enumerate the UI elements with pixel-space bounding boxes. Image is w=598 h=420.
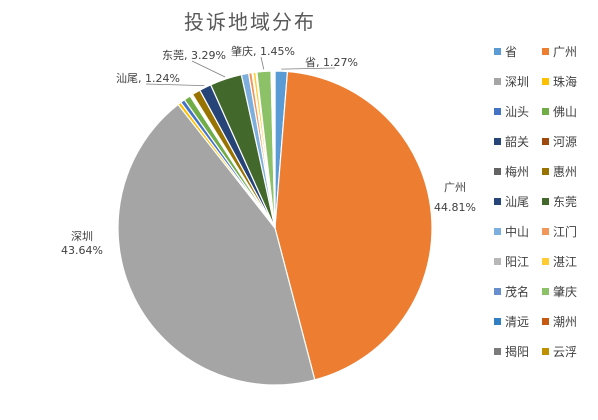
legend-label: 阳江: [505, 254, 530, 269]
legend-item-slice-12: 东莞: [542, 193, 590, 210]
legend-label: 清远: [505, 314, 530, 329]
legend-swatch: [542, 77, 549, 85]
legend-swatch: [494, 107, 501, 115]
legend-label: 湛江: [553, 254, 578, 269]
legend-label: 韶关: [505, 134, 530, 149]
legend-item-slice-8: 河源: [542, 133, 590, 150]
legend-row: 茂名 肇庆: [494, 276, 598, 306]
legend-swatch: [542, 47, 549, 55]
legend-item-slice-5: 汕头: [494, 103, 542, 120]
legend-swatch: [542, 107, 549, 115]
legend-item-slice-9: 梅州: [494, 163, 542, 180]
legend-label: 佛山: [553, 104, 578, 119]
legend-item-slice-10: 惠州: [542, 163, 590, 180]
legend-label: 梅州: [505, 164, 530, 179]
legend-swatch: [542, 317, 549, 325]
data-label-pct-slice-3: 43.64%: [61, 244, 103, 257]
legend-item-slice-7: 韶关: [494, 133, 542, 150]
legend-swatch: [542, 227, 549, 235]
legend: 省 广州 深圳 珠海 汕头 佛山 韶关 河源 梅州 惠州 汕尾 东莞 中山 江门 阳江 湛江 茂名 肇庆 清远 潮州揭…: [494, 36, 598, 366]
legend-label: 深圳: [505, 74, 530, 89]
legend-label: 河源: [553, 134, 578, 149]
legend-row: 揭阳 云浮: [494, 336, 598, 366]
legend-item-slice-6: 佛山: [542, 103, 590, 120]
legend-swatch: [542, 287, 549, 295]
legend-item-slice-18: 肇庆: [542, 283, 590, 300]
legend-label: 珠海: [553, 74, 578, 89]
legend-item-slice-20: 潮州: [542, 313, 590, 330]
legend-row: 阳江 湛江: [494, 246, 598, 276]
legend-item-slice-21: 揭阳: [494, 343, 542, 360]
legend-swatch: [542, 137, 549, 145]
legend-label: 汕尾: [505, 194, 530, 209]
legend-swatch: [542, 347, 549, 355]
legend-swatch: [494, 167, 501, 175]
data-label-slice-2: 广州: [444, 181, 466, 194]
legend-item-slice-1: 省: [494, 43, 542, 60]
data-label-slice-1: 省, 1.27%: [305, 56, 358, 69]
legend-item-slice-4: 珠海: [542, 73, 590, 90]
legend-swatch: [542, 167, 549, 175]
pie-slice-slice-3: [117, 103, 316, 386]
legend-label: 云浮: [553, 344, 578, 359]
leader-line-slice-11: [145, 83, 205, 86]
data-label-slice-11: 汕尾, 1.24%: [116, 72, 180, 85]
legend-item-slice-19: 清远: [494, 313, 542, 330]
legend-swatch: [494, 317, 501, 325]
chart-title: 投诉地域分布: [184, 10, 316, 34]
legend-item-slice-14: 江门: [542, 223, 590, 240]
leader-line-slice-1: [281, 67, 336, 70]
legend-item-slice-3: 深圳: [494, 73, 542, 90]
legend-swatch: [542, 257, 549, 265]
legend-label: 肇庆: [553, 284, 578, 299]
legend-row: 中山 江门: [494, 216, 598, 246]
pie-slice-slice-22: [273, 70, 276, 229]
data-label-slice-12: 东莞, 3.29%: [162, 49, 226, 62]
legend-swatch: [494, 257, 501, 265]
leader-line-slice-12: [191, 60, 226, 78]
legend-item-slice-16: 湛江: [542, 253, 590, 270]
legend-row: 汕头 佛山: [494, 96, 598, 126]
legend-item-slice-15: 阳江: [494, 253, 542, 270]
legend-label: 茂名: [505, 284, 530, 299]
pie-slice-slice-2: [274, 70, 433, 381]
legend-label: 揭阳: [505, 344, 530, 359]
legend-row: 汕尾 东莞: [494, 186, 598, 216]
legend-item-slice-17: 茂名: [494, 283, 542, 300]
legend-label: 中山: [505, 224, 530, 239]
legend-row: 深圳 珠海: [494, 66, 598, 96]
legend-swatch: [494, 227, 501, 235]
legend-item-slice-11: 汕尾: [494, 193, 542, 210]
legend-item-slice-2: 广州: [542, 43, 590, 60]
legend-row: 韶关 河源: [494, 126, 598, 156]
legend-label: 省: [505, 44, 518, 59]
legend-item-slice-13: 中山: [494, 223, 542, 240]
leader-line-slice-18: [260, 56, 265, 70]
data-label-slice-3: 深圳: [71, 230, 93, 243]
legend-swatch: [494, 287, 501, 295]
legend-swatch: [494, 77, 501, 85]
data-label-slice-18: 肇庆, 1.45%: [231, 44, 295, 58]
legend-row: 清远 潮州: [494, 306, 598, 336]
legend-swatch: [494, 47, 501, 55]
legend-label: 惠州: [553, 164, 578, 179]
legend-label: 江门: [553, 224, 578, 239]
legend-row: 省 广州: [494, 36, 598, 66]
legend-item-slice-22: 云浮: [542, 343, 590, 360]
legend-row: 梅州 惠州: [494, 156, 598, 186]
legend-label: 潮州: [553, 314, 578, 329]
legend-label: 东莞: [553, 194, 578, 209]
legend-swatch: [494, 137, 501, 145]
legend-label: 汕头: [505, 104, 530, 119]
legend-swatch: [494, 197, 501, 205]
legend-swatch: [542, 197, 549, 205]
data-label-pct-slice-2: 44.81%: [434, 201, 476, 214]
legend-swatch: [494, 347, 501, 355]
legend-label: 广州: [553, 44, 578, 59]
